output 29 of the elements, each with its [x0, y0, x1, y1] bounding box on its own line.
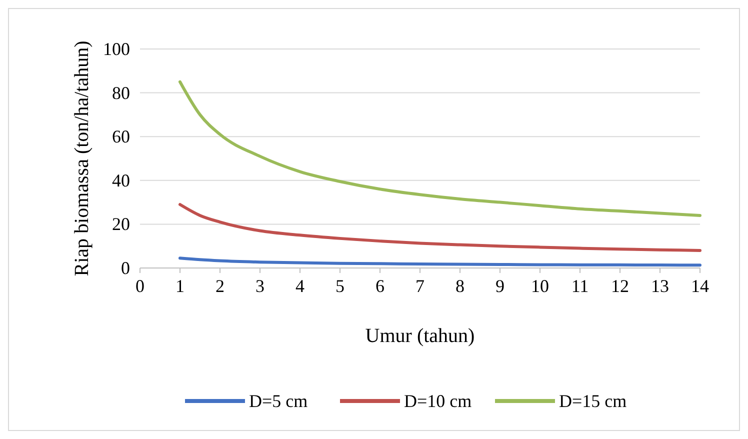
y-axis-title: Riap biomassa (ton/ha/tahun) — [71, 40, 93, 276]
y-tick-label: 20 — [112, 214, 130, 234]
line-series — [178, 256, 702, 267]
y-tick-label: 0 — [121, 258, 130, 278]
legend-label: D=10 cm — [404, 391, 472, 411]
legend-label: D=5 cm — [249, 391, 308, 411]
x-tick-label: 7 — [416, 276, 424, 296]
x-tick-label: 1 — [176, 276, 184, 296]
line-series — [178, 80, 702, 217]
x-tick-label: 2 — [216, 276, 224, 296]
line-series — [178, 202, 702, 252]
x-tick-label: 0 — [136, 276, 144, 296]
x-tick-label: 4 — [296, 276, 304, 296]
x-axis-title: Umur (tahun) — [365, 325, 475, 347]
y-tick-label: 100 — [103, 39, 130, 59]
x-tick-label: 5 — [336, 276, 344, 296]
legend-label: D=15 cm — [559, 391, 627, 411]
x-tick-label: 9 — [496, 276, 504, 296]
y-tick-label: 60 — [112, 126, 130, 147]
x-tick-label: 14 — [691, 276, 709, 296]
x-tick-label: 12 — [611, 276, 629, 296]
x-tick-label: 10 — [531, 276, 549, 296]
x-tick-label: 6 — [376, 276, 384, 296]
y-tick-label: 80 — [112, 82, 130, 103]
x-tick-label: 3 — [256, 276, 264, 296]
x-tick-label: 13 — [651, 276, 669, 296]
x-tick-label: 11 — [571, 276, 589, 296]
x-tick-label: 8 — [456, 276, 464, 296]
y-tick-label: 40 — [112, 170, 130, 190]
